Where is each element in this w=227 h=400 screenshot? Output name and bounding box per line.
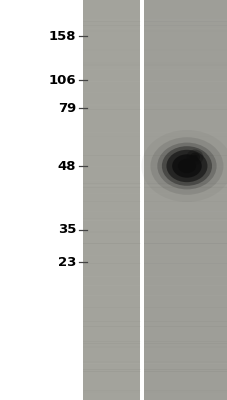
Text: 106: 106 bbox=[49, 74, 76, 86]
Text: 79: 79 bbox=[58, 102, 76, 114]
Ellipse shape bbox=[157, 143, 216, 190]
Ellipse shape bbox=[161, 146, 211, 186]
Ellipse shape bbox=[192, 155, 197, 160]
Ellipse shape bbox=[150, 137, 222, 195]
Ellipse shape bbox=[189, 153, 199, 162]
Text: 23: 23 bbox=[58, 256, 76, 268]
Ellipse shape bbox=[177, 159, 195, 173]
Text: 35: 35 bbox=[58, 224, 76, 236]
Text: 158: 158 bbox=[49, 30, 76, 42]
Text: 48: 48 bbox=[58, 160, 76, 172]
Bar bbox=[83, 0, 140, 400]
Ellipse shape bbox=[185, 150, 203, 165]
Bar bbox=[140, 0, 144, 400]
Ellipse shape bbox=[166, 150, 207, 182]
Ellipse shape bbox=[171, 154, 201, 178]
Bar bbox=[144, 0, 227, 400]
